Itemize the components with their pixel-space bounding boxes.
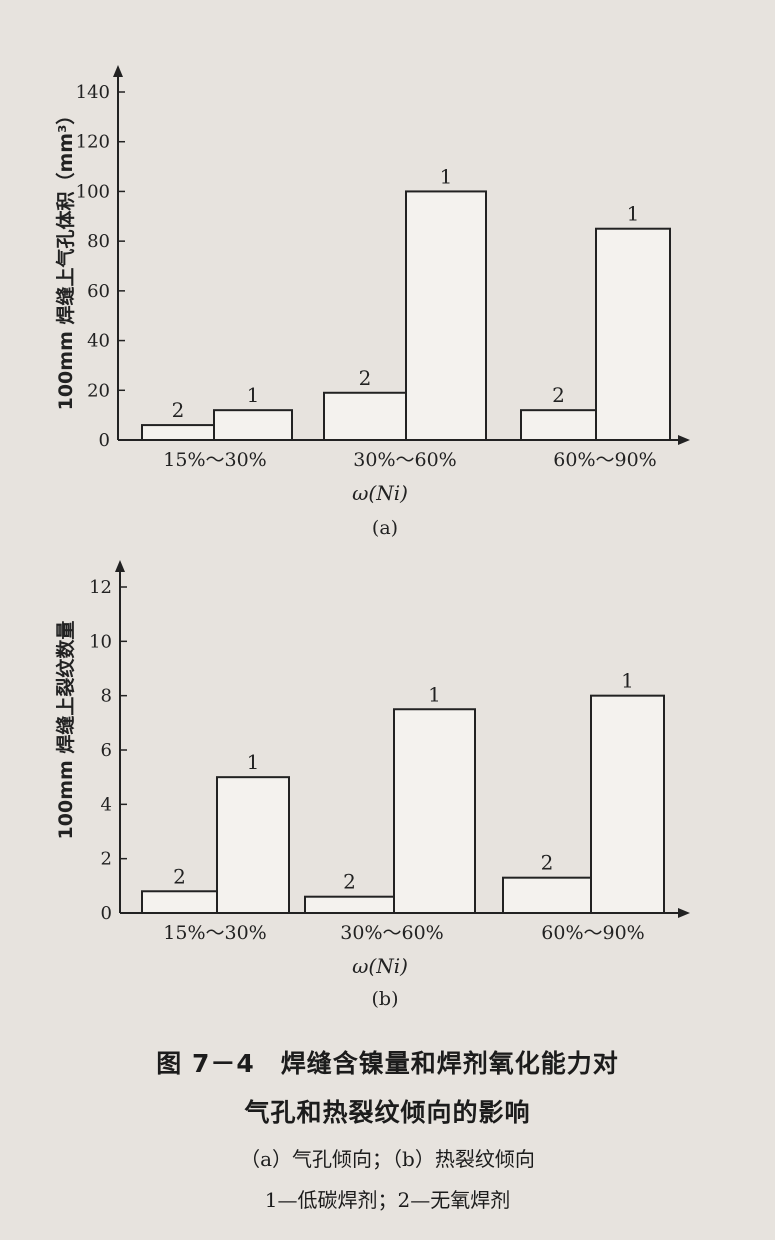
y-tick-label: 20: [87, 380, 110, 401]
figure-legend-text: 1—低碳焊剂；2—无氧焊剂: [264, 1188, 511, 1212]
x-category-label: 60%～90%: [553, 449, 656, 471]
figure-subcaption: （a）气孔倾向；（b）热裂纹倾向: [240, 1147, 535, 1171]
bar-series-label: 2: [552, 383, 565, 407]
y-tick-label: 10: [89, 631, 112, 652]
x-category-label: 15%～30%: [163, 922, 266, 944]
bar-series-label: 1: [621, 669, 634, 693]
x-category-label: 60%～90%: [541, 922, 644, 944]
bar-series-label: 2: [173, 864, 186, 888]
bar-series-label: 2: [172, 398, 185, 422]
x-axis-label: ω(Ni): [352, 481, 408, 505]
y-axis-label: 100mm 焊缝上气孔体积（mm³）: [54, 106, 77, 411]
bar: [323, 391, 407, 441]
bar-series-label: 1: [627, 202, 640, 226]
bar-series-label: 1: [247, 750, 260, 774]
bar-series-label: 2: [343, 870, 356, 894]
bar: [405, 190, 487, 441]
y-axis-arrow-icon: [113, 65, 123, 77]
x-axis-label: ω(Ni): [352, 954, 408, 978]
y-tick-label: 4: [101, 794, 112, 815]
chart-b: 0 2 4 6 8 10 12 2 1 15%～30% 2 1 30%～60% 2 1 60%～90% ω(Ni…: [54, 560, 690, 1010]
x-axis-arrow-icon: [678, 435, 690, 445]
y-tick-label: 80: [87, 231, 110, 252]
chart-a: 0 20 40 60 80 100 120 140 2 1 15%～30% 2 1 30%～60% 2 1 60…: [54, 65, 690, 539]
y-tick-label: 8: [101, 686, 112, 707]
x-category-label: 30%～60%: [353, 449, 456, 471]
y-tick-label: 0: [101, 903, 112, 924]
x-axis-arrow-icon: [678, 908, 690, 918]
panel-label: (a): [372, 517, 398, 539]
y-axis-label: 100mm 焊缝上裂纹数量: [54, 621, 77, 840]
bar-series-label: 2: [359, 366, 372, 390]
y-tick-label: 12: [89, 577, 112, 598]
bar: [590, 694, 665, 915]
y-tick-label: 140: [76, 82, 110, 103]
bar: [393, 708, 476, 914]
bar: [304, 895, 395, 915]
y-tick-label: 60: [87, 281, 110, 302]
y-tick-label: 120: [76, 132, 110, 153]
figure-title-line2: 气孔和热裂纹倾向的影响: [244, 1098, 531, 1127]
bar-series-label: 1: [440, 164, 453, 188]
y-axis-arrow-icon: [115, 560, 125, 572]
y-tick-label: 100: [76, 181, 110, 202]
y-tick-label: 40: [87, 331, 110, 352]
x-category-label: 15%～30%: [163, 449, 266, 471]
x-category-label: 30%～60%: [340, 922, 443, 944]
bar-series-label: 2: [541, 851, 554, 875]
y-tick-label: 0: [99, 430, 110, 451]
bar: [502, 876, 592, 915]
bar: [595, 227, 671, 441]
y-tick-label: 6: [101, 740, 112, 761]
bar-series-label: 1: [247, 383, 260, 407]
bar: [216, 776, 290, 915]
bar: [213, 409, 293, 441]
bar: [141, 890, 218, 914]
bar-series-label: 1: [428, 682, 441, 706]
panel-label: (b): [372, 988, 399, 1010]
y-tick-label: 2: [101, 849, 112, 870]
figure-title: 图 7－4 焊缝含镍量和焊剂氧化能力对: [156, 1049, 619, 1078]
